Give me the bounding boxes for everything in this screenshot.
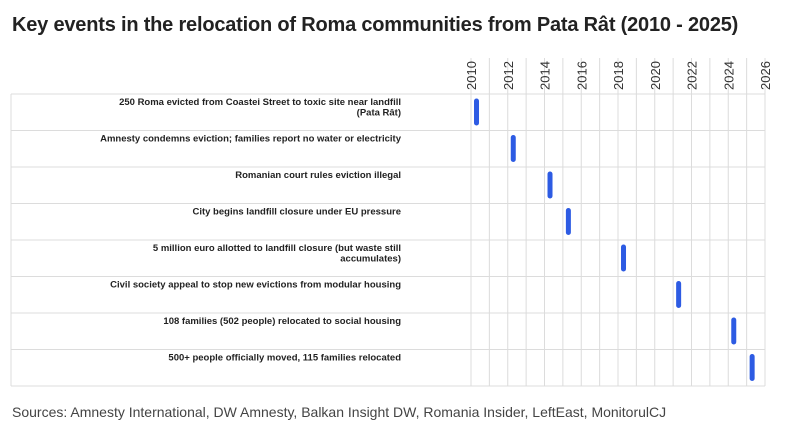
event-label: 5 million euro allotted to landfill clos…	[153, 243, 401, 254]
source-note: Sources: Amnesty International, DW Amnes…	[12, 404, 667, 420]
year-tick-label: 2016	[574, 61, 589, 90]
year-tick-label: 2010	[464, 61, 479, 90]
year-tick-label: 2022	[685, 61, 700, 90]
event-label: 500+ people officially moved, 115 famili…	[168, 353, 401, 364]
event-label: Civil society appeal to stop new evictio…	[110, 280, 401, 291]
year-tick-label: 2012	[501, 61, 516, 90]
year-tick-label: 2014	[538, 61, 553, 90]
year-tick-label: 2026	[758, 61, 773, 90]
event-label: City begins landfill closure under EU pr…	[192, 207, 401, 218]
year-tick-label: 2020	[648, 61, 663, 90]
chart-title: Key events in the relocation of Roma com…	[12, 14, 739, 36]
event-label: 250 Roma evicted from Coastei Street to …	[119, 97, 401, 108]
year-tick-label: 2024	[721, 61, 736, 90]
event-label: Amnesty condemns eviction; families repo…	[100, 134, 402, 145]
year-tick-label: 2018	[611, 61, 626, 90]
event-label: Romanian court rules eviction illegal	[235, 170, 401, 181]
event-label: accumulates)	[340, 254, 401, 265]
event-label: 108 families (502 people) relocated to s…	[163, 316, 401, 327]
event-label: (Pata Rât)	[357, 108, 401, 119]
